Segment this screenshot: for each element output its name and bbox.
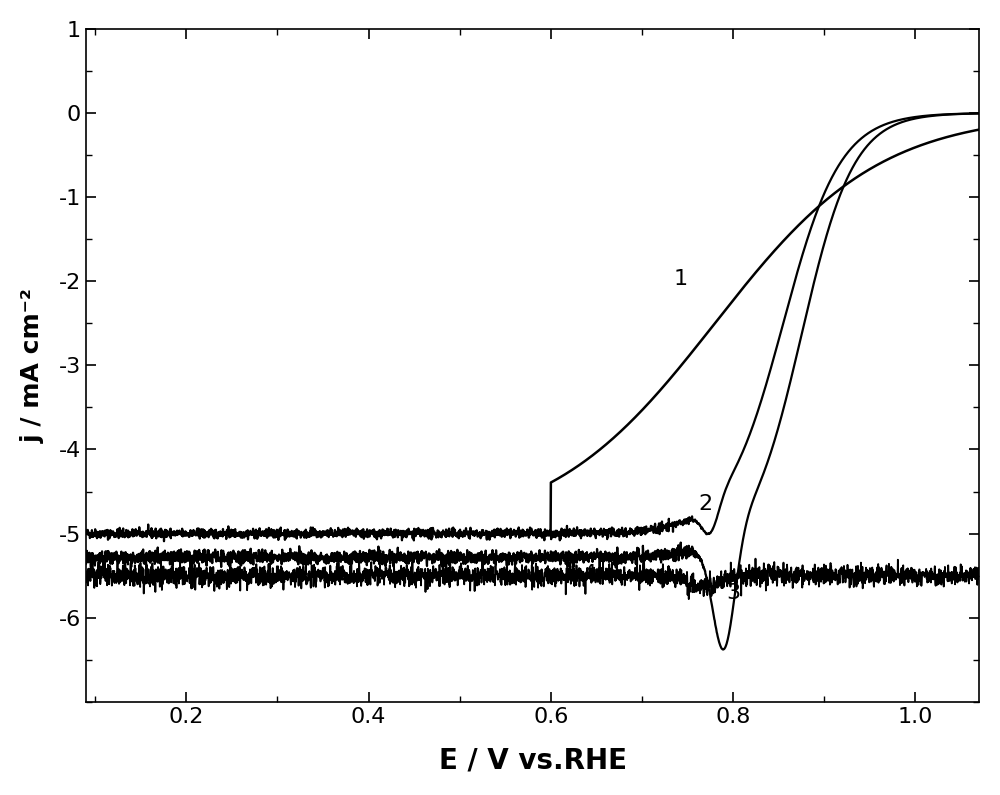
X-axis label: E / V vs.RHE: E / V vs.RHE [439,747,627,774]
Text: 4: 4 [583,564,597,584]
Text: 2: 2 [698,494,713,514]
Text: 1: 1 [674,270,688,289]
Y-axis label: j / mA cm⁻²: j / mA cm⁻² [21,288,45,443]
Text: 3: 3 [726,584,740,603]
